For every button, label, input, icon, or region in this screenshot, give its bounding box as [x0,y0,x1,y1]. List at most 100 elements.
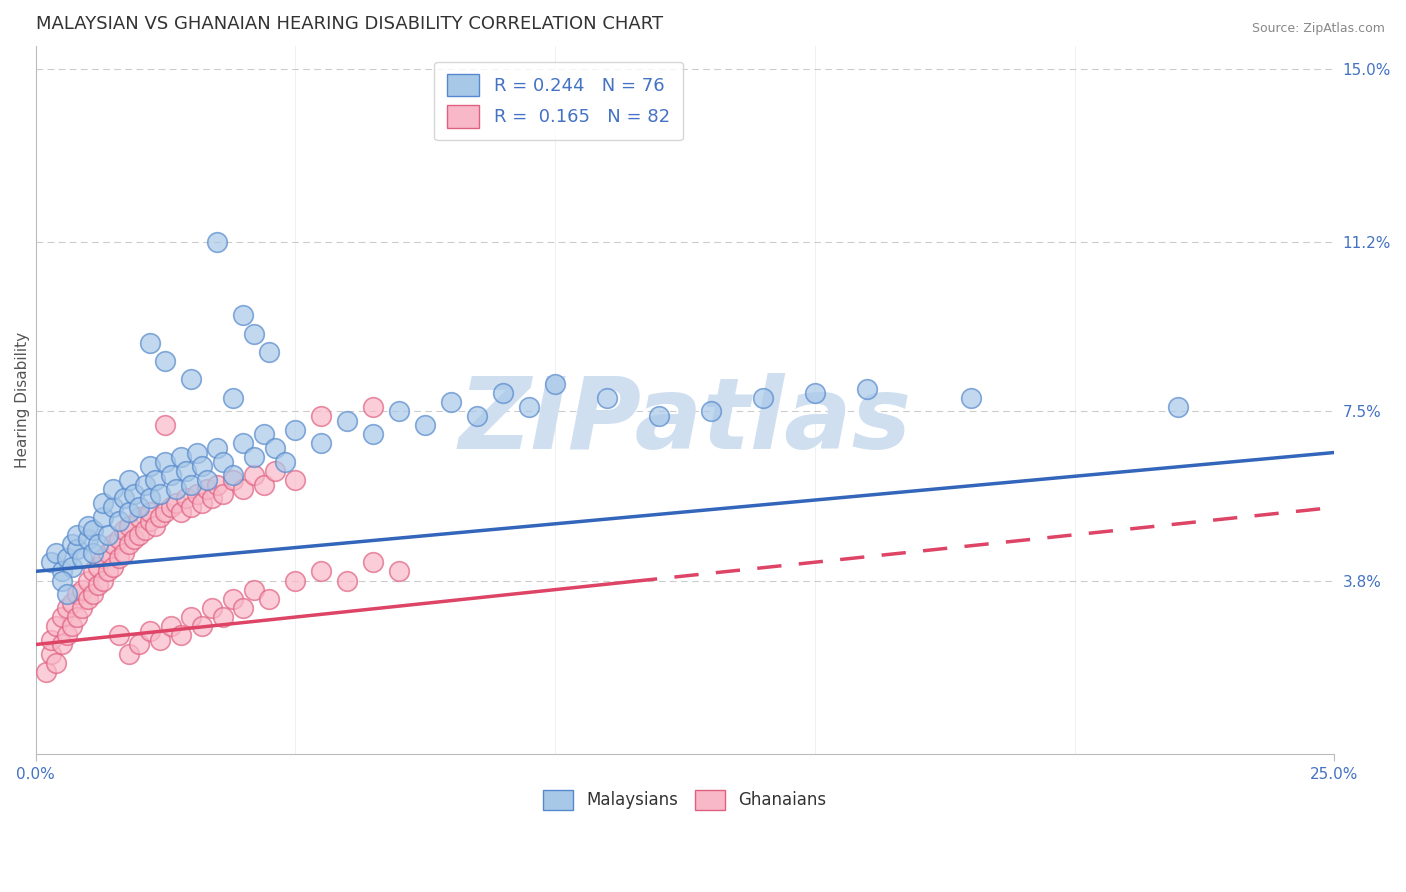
Text: ZIPatlas: ZIPatlas [458,373,911,470]
Point [211,610,233,624]
Point [149,509,172,524]
Point [284,574,307,588]
Point [72,550,94,565]
Point [72,601,94,615]
Point [174,491,197,506]
Point [143,518,166,533]
Point [465,409,488,423]
Point [107,533,129,547]
Point [440,395,463,409]
Point [263,441,285,455]
Point [87,578,110,592]
Point [201,601,224,615]
Point [232,601,254,615]
Point [180,610,202,624]
Point [107,514,129,528]
Point [51,565,73,579]
Y-axis label: Hearing Disability: Hearing Disability [15,332,30,468]
Point [170,628,193,642]
Point [207,235,229,250]
Point [186,486,208,500]
Point [492,386,515,401]
Point [139,491,162,506]
Point [55,628,77,642]
Point [72,582,94,597]
Point [195,473,218,487]
Point [311,565,333,579]
Point [118,537,141,551]
Point [274,455,297,469]
Point [66,541,89,556]
Point [544,376,567,391]
Point [87,537,110,551]
Point [648,409,671,423]
Point [311,409,333,423]
Point [76,518,98,533]
Point [159,500,181,515]
Point [103,537,125,551]
Point [51,574,73,588]
Point [91,496,114,510]
Point [82,546,104,560]
Point [388,404,411,418]
Point [388,565,411,579]
Point [259,345,281,359]
Point [155,418,177,433]
Point [201,491,224,506]
Point [97,565,120,579]
Point [361,555,384,569]
Point [232,436,254,450]
Point [242,326,264,341]
Point [232,482,254,496]
Point [517,400,540,414]
Point [134,523,156,537]
Point [232,309,254,323]
Point [60,619,83,633]
Point [170,505,193,519]
Point [45,546,67,560]
Point [222,391,245,405]
Point [700,404,723,418]
Point [118,505,141,519]
Point [112,546,135,560]
Point [112,491,135,506]
Point [128,500,150,515]
Point [91,574,114,588]
Point [45,656,67,670]
Point [76,591,98,606]
Point [87,559,110,574]
Point [336,574,359,588]
Point [82,565,104,579]
Point [170,450,193,464]
Point [195,482,218,496]
Point [39,632,62,647]
Point [211,486,233,500]
Point [207,441,229,455]
Point [76,574,98,588]
Point [149,486,172,500]
Point [165,482,187,496]
Point [55,550,77,565]
Point [122,486,145,500]
Point [139,505,162,519]
Point [103,500,125,515]
Point [76,533,98,547]
Point [60,537,83,551]
Point [51,638,73,652]
Point [134,477,156,491]
Point [82,523,104,537]
Point [39,555,62,569]
Point [259,591,281,606]
Point [752,391,775,405]
Point [139,514,162,528]
Point [242,468,264,483]
Point [242,450,264,464]
Point [97,528,120,542]
Point [191,619,214,633]
Point [361,400,384,414]
Point [855,382,877,396]
Point [55,601,77,615]
Text: MALAYSIAN VS GHANAIAN HEARING DISABILITY CORRELATION CHART: MALAYSIAN VS GHANAIAN HEARING DISABILITY… [35,15,662,33]
Point [253,427,276,442]
Point [242,582,264,597]
